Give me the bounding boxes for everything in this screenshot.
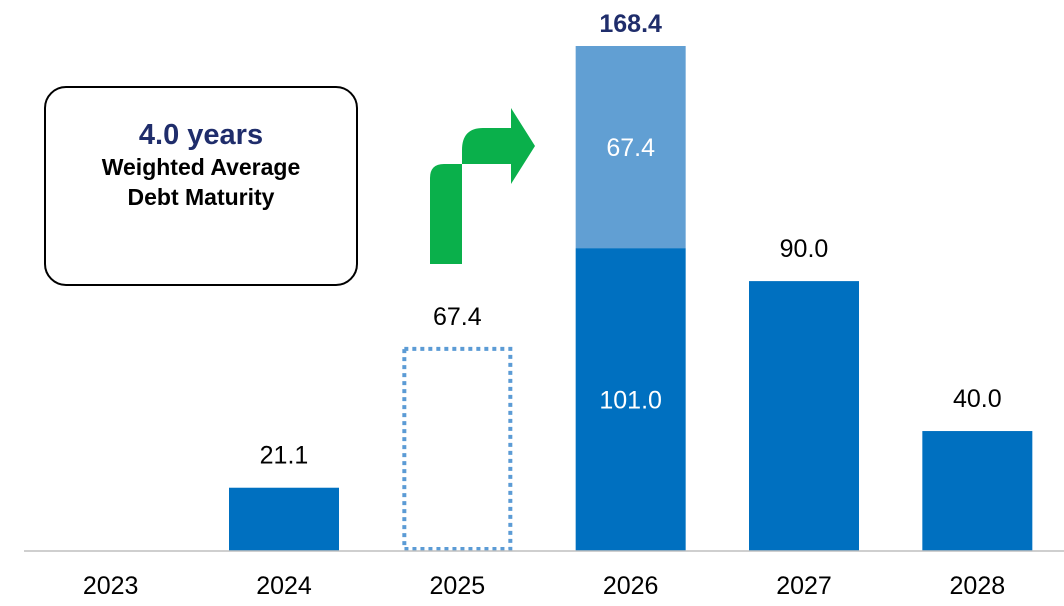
bar-2026 xyxy=(575,248,686,552)
labels-layer: 21.1 67.4 168.4 101.0 67.4 90.0 40.0 xyxy=(260,10,1002,470)
segment-label-base: 101.0 xyxy=(599,387,662,415)
x-tick-label: 2023 xyxy=(83,572,139,600)
bar-2028 xyxy=(922,431,1033,551)
bars-layer xyxy=(229,46,1033,552)
bar-2024 xyxy=(229,487,339,551)
x-tick-labels: 2023 2024 2025 2026 2027 2028 xyxy=(83,572,1005,600)
green-bent-arrow-icon xyxy=(430,108,535,264)
callout-headline: 4.0 years xyxy=(138,119,264,151)
callout-caption: Weighted Average Debt Maturity xyxy=(101,154,301,210)
x-tick-label: 2027 xyxy=(776,572,832,600)
bar-dashed-2025 xyxy=(402,346,513,551)
x-tick-label: 2026 xyxy=(603,572,659,600)
total-label-2026: 168.4 xyxy=(599,10,662,38)
x-tick-label: 2024 xyxy=(256,572,312,600)
x-tick-label: 2025 xyxy=(430,572,486,600)
data-label-2025: 67.4 xyxy=(433,303,482,331)
data-label-2027: 90.0 xyxy=(780,235,829,263)
bar-segment-refinanced-2026 xyxy=(575,46,686,249)
bar-2027 xyxy=(749,281,859,551)
data-label-2028: 40.0 xyxy=(953,385,1002,413)
weighted-average-maturity-callout: 4.0 years Weighted Average Debt Maturity xyxy=(44,86,358,286)
x-tick-label: 2028 xyxy=(950,572,1006,600)
segment-label-top: 67.4 xyxy=(606,134,655,162)
data-label-2024: 21.1 xyxy=(260,442,309,470)
